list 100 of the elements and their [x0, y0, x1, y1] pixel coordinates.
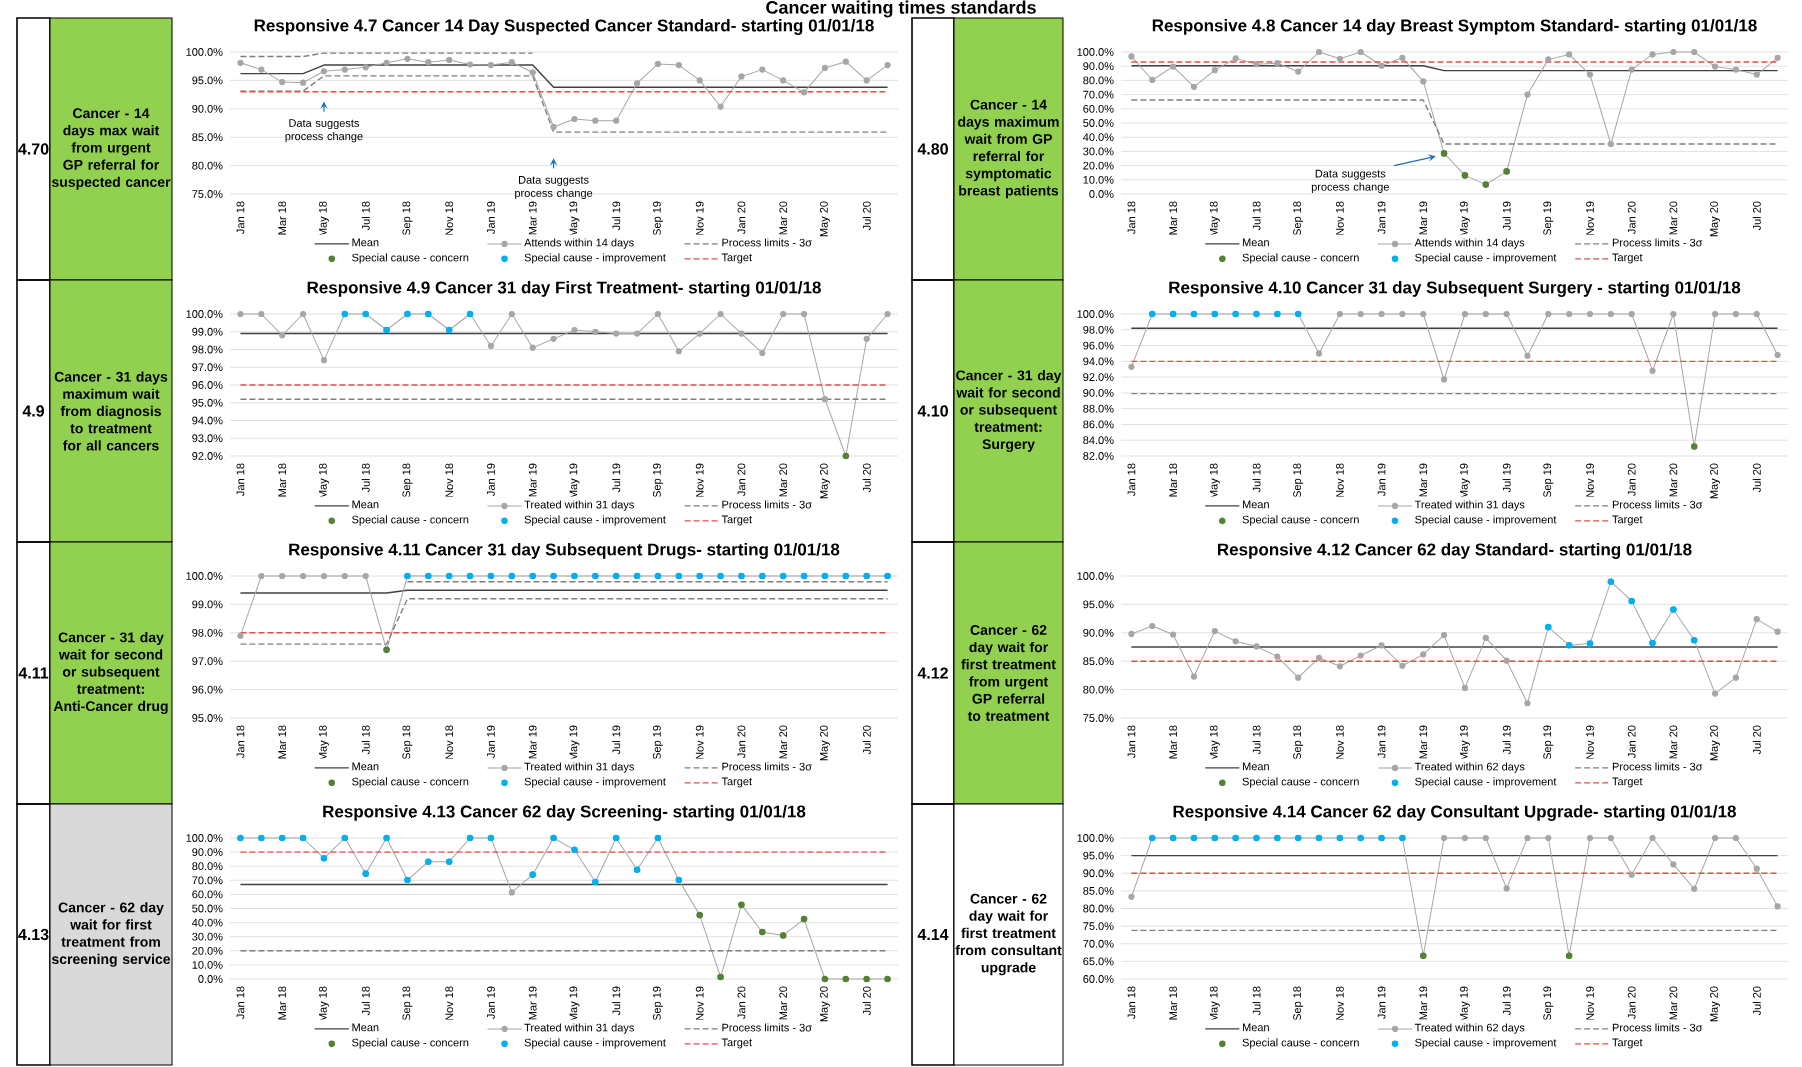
legend-label: Special cause - improvement [524, 1038, 666, 1049]
y-tick-label: 94.0% [192, 416, 223, 425]
text: Cancer - 62 day wait for first treatment from screening service [51, 902, 171, 967]
x-tick-label: Mar 19 [1419, 725, 1428, 759]
y-tick-label: 98.0% [192, 345, 223, 354]
x-tick-label: Jul 18 [1252, 463, 1261, 493]
point [1691, 885, 1698, 892]
legend-label: Mean [1242, 762, 1269, 771]
point [1774, 628, 1781, 635]
text: Cancer - 31 day wait for second or subsequent treatment: Surgery [956, 370, 1062, 452]
point [1211, 67, 1218, 74]
legend-label: Process limits - 3σ [722, 762, 812, 771]
x-tick-label: Sep 18 [402, 986, 413, 1021]
x-tick-label: Jul 18 [1252, 725, 1261, 755]
x-tick-label: May 20 [819, 201, 830, 237]
legend-label: Process limits - 3σ [1612, 238, 1703, 247]
annotation: Data suggests process change [285, 119, 363, 143]
point [1295, 68, 1302, 75]
x-tick-label: Mar 18 [278, 986, 287, 1020]
y-tick-label: 90.0% [1083, 62, 1114, 71]
chart-title: Responsive 4.14 Cancer 62 day Consultant Upgrade- starting 01/01/18 [1173, 805, 1736, 821]
y-tick-label: 85.0% [1083, 886, 1114, 895]
point [237, 59, 244, 66]
point [1607, 140, 1614, 148]
legend-label: Target [1612, 1038, 1643, 1049]
legend-label: Target [721, 1038, 752, 1049]
x-tick-label: Sep 19 [652, 725, 663, 760]
point [550, 123, 557, 131]
y-tick-label: 100.0% [186, 572, 223, 580]
legend-label: Mean [1242, 1023, 1269, 1032]
point [1399, 662, 1406, 669]
point [1190, 83, 1198, 90]
point [1628, 871, 1635, 878]
x-tick-label: Mar 20 [1669, 986, 1678, 1020]
y-tick-label: 90.0% [1083, 628, 1114, 637]
y-tick-label: 0.0% [1089, 190, 1114, 198]
legend-label: Special cause - improvement [1415, 253, 1557, 264]
x-tick-label: Jul 20 [1752, 463, 1761, 493]
legend-label: Treated within 62 days [1414, 1023, 1525, 1034]
chart-title: Responsive 4.7 Cancer 14 Day Suspected Cancer Standard- starting 01/01/18 [254, 19, 874, 35]
x-tick-label: May 20 [1710, 725, 1721, 761]
x-tick-label: May 20 [1710, 986, 1721, 1022]
x-tick-label: Nov 19 [1586, 201, 1594, 235]
y-tick-label: 80.0% [192, 161, 223, 170]
legend-label: Attends within 14 days [1414, 238, 1525, 249]
point [863, 335, 870, 342]
x-tick-label: Jan 20 [1627, 463, 1636, 496]
point [738, 330, 745, 337]
legend-label: Special cause - concern [352, 777, 469, 788]
point [1336, 310, 1343, 318]
y-tick-label: 60.0% [192, 890, 223, 899]
point [1357, 310, 1364, 318]
x-tick-label: Sep 18 [1293, 463, 1304, 498]
x-tick-label: Nov 19 [1586, 463, 1594, 498]
legend-label: Target [1612, 777, 1643, 788]
x-tick-label: Jan 19 [487, 463, 495, 496]
x-tick-label: Sep 19 [1543, 986, 1554, 1021]
y-tick-label: 80.0% [1083, 904, 1114, 913]
x-tick-label: Sep 18 [402, 725, 413, 760]
x-tick-label: Mar 18 [1169, 201, 1178, 235]
x-tick-label: Sep 19 [1543, 463, 1554, 498]
point [425, 59, 432, 66]
y-tick-label: 90.0% [1083, 869, 1114, 878]
point [1461, 684, 1469, 691]
point [717, 310, 724, 318]
y-tick-label: 75.0% [1083, 714, 1114, 722]
y-tick-label: 95.0% [1083, 600, 1114, 609]
point [780, 310, 787, 318]
legend-label: Special cause - improvement [1415, 777, 1557, 788]
legend-label: Mean [352, 762, 379, 771]
point [487, 342, 495, 350]
point [675, 348, 682, 355]
x-tick-label: Jan 19 [487, 725, 495, 758]
point [884, 61, 891, 69]
x-tick-label: Jul 19 [612, 986, 621, 1016]
x-tick-label: Jan 18 [1127, 725, 1136, 758]
chart-title: Responsive 4.12 Cancer 62 day Standard- starting 01/01/18 [1218, 543, 1692, 559]
text: Cancer waiting times standards [766, 0, 1036, 18]
y-tick-label: 75.0% [1083, 922, 1114, 930]
y-tick-label: 0.0% [198, 975, 223, 983]
legend-label: Special cause - concern [1242, 515, 1359, 526]
chart-title: Responsive 4.11 Cancer 31 day Subsequent Drugs- starting 01/01/18 [289, 543, 840, 559]
point [508, 59, 515, 66]
y-tick-label: 85.0% [1083, 657, 1114, 666]
legend-label: Process limits - 3σ [722, 238, 812, 247]
point [800, 310, 808, 318]
text: 4.80 [917, 143, 948, 155]
point [529, 344, 536, 351]
point [1732, 310, 1739, 318]
legend-label: Special cause - concern [352, 515, 469, 526]
legend-label: Mean [1242, 500, 1269, 509]
point [1711, 63, 1719, 70]
text: 4.10 [917, 405, 948, 417]
x-tick-label: Mar 18 [1169, 725, 1178, 759]
point [696, 330, 703, 337]
point [1753, 865, 1760, 872]
legend-label: Target [721, 253, 752, 264]
legend-label: Special cause - improvement [1415, 1038, 1557, 1049]
point [550, 335, 557, 342]
point [466, 61, 474, 68]
